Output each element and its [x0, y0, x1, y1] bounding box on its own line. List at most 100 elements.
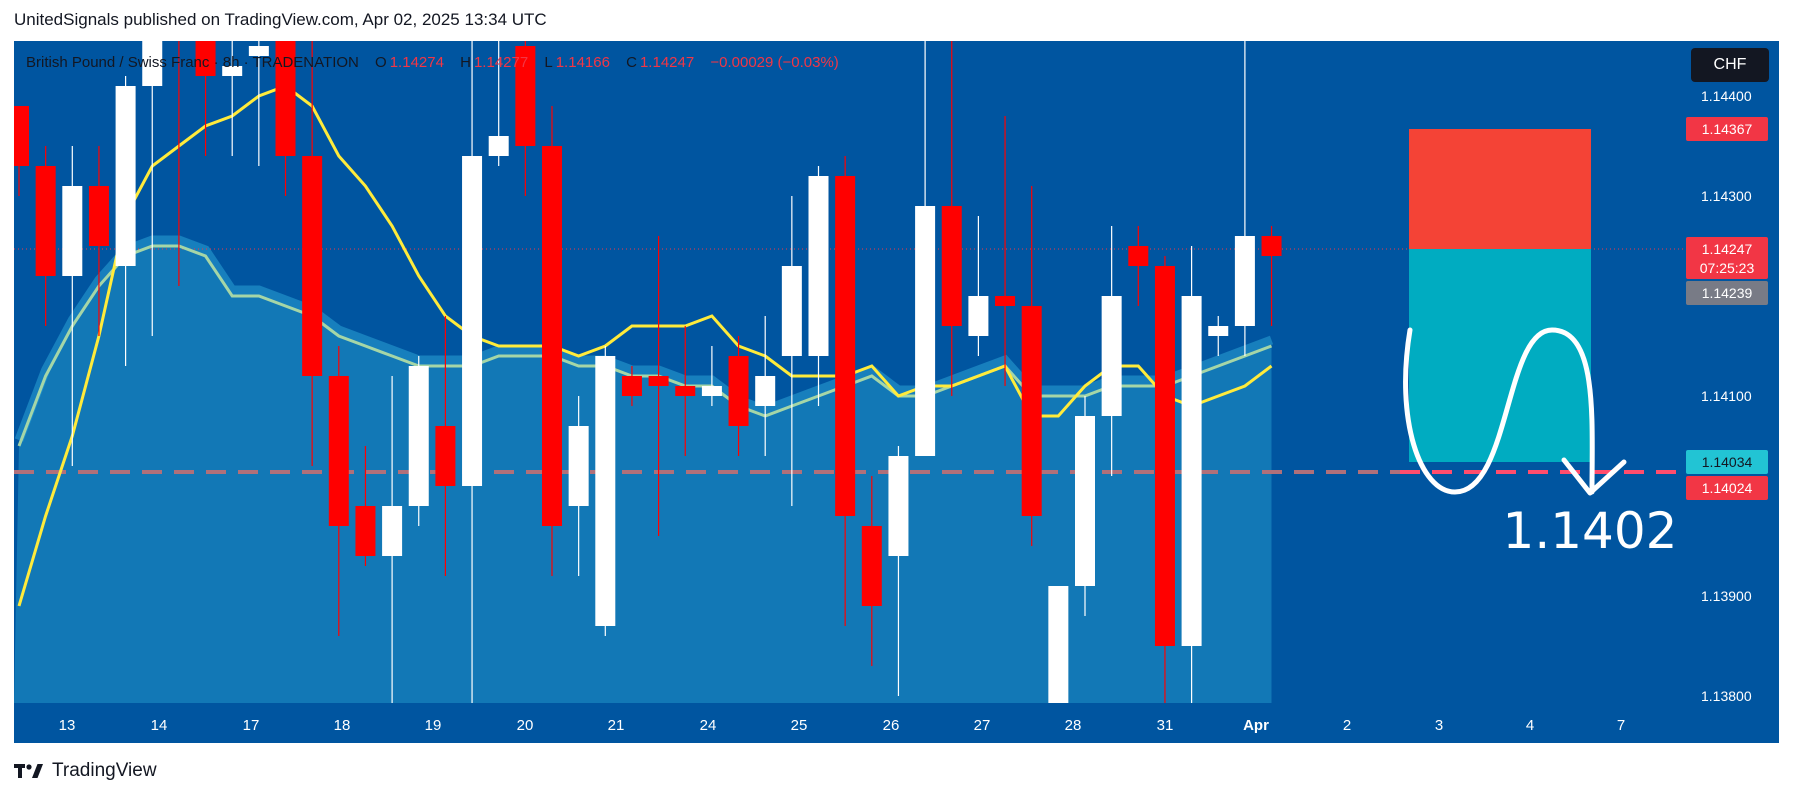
candle[interactable] — [88, 146, 109, 336]
candle[interactable] — [302, 0, 323, 466]
low-value: 1.14166 — [555, 54, 610, 71]
change-value: −0.00029 (−0.03%) — [710, 54, 839, 71]
time-axis-background — [14, 703, 1779, 743]
candle[interactable] — [488, 0, 509, 166]
level-price-label[interactable]: 1.14024 — [1686, 476, 1768, 500]
candle[interactable] — [382, 376, 403, 706]
candle[interactable] — [169, 0, 189, 286]
svg-text:1.14024: 1.14024 — [1702, 480, 1753, 496]
target-annotation: 1.1402 — [1503, 502, 1678, 560]
candle-body — [568, 426, 589, 506]
candle[interactable] — [1234, 16, 1255, 356]
time-tick-label: 27 — [974, 717, 991, 734]
candle[interactable] — [9, 106, 29, 196]
candle[interactable] — [915, 0, 936, 456]
footer-logo[interactable]: TradingView — [14, 760, 157, 782]
candle[interactable] — [888, 446, 909, 696]
candle[interactable] — [995, 116, 1016, 386]
svg-text:1.14034: 1.14034 — [1702, 454, 1753, 470]
candle[interactable] — [115, 76, 136, 366]
candles[interactable] — [9, 0, 1282, 716]
candle[interactable] — [35, 146, 56, 326]
candle[interactable] — [941, 36, 962, 396]
candle[interactable] — [1181, 246, 1202, 716]
candle-body — [621, 376, 642, 396]
ma-value-label[interactable]: 1.14239 — [1686, 281, 1768, 305]
candle[interactable] — [328, 346, 349, 636]
candle[interactable] — [275, 0, 296, 196]
open-value: 1.14274 — [389, 54, 444, 71]
candle[interactable] — [142, 0, 163, 336]
svg-text:1.14239: 1.14239 — [1702, 285, 1753, 301]
candle[interactable] — [648, 236, 669, 536]
candle[interactable] — [755, 316, 776, 456]
time-tick-label: Apr — [1243, 717, 1269, 734]
candle[interactable] — [595, 346, 616, 636]
candle[interactable] — [861, 476, 882, 666]
currency-badge[interactable]: CHF — [1691, 48, 1769, 82]
candle-body — [1208, 326, 1229, 336]
candle[interactable] — [222, 0, 243, 156]
candle[interactable] — [1021, 186, 1042, 546]
candle-body — [755, 376, 776, 406]
low-label: L — [544, 54, 553, 71]
candle[interactable] — [248, 0, 269, 166]
candle[interactable] — [1075, 396, 1095, 616]
time-tick-label: 20 — [517, 717, 534, 734]
close-value: 1.14247 — [639, 54, 695, 71]
time-axis[interactable]: 13 14 17 18 19 20 21 24 25 26 27 28 31 Apr 2 3 4 7 — [14, 703, 1779, 743]
candle[interactable] — [675, 326, 696, 456]
projection-arrow-head — [1561, 457, 1627, 496]
candle[interactable] — [462, 26, 483, 706]
candle[interactable] — [568, 396, 589, 576]
symbol-legend[interactable]: British Pound / Swiss Franc · 8h · TRADE… — [26, 54, 839, 71]
candle[interactable] — [835, 156, 856, 626]
candle[interactable] — [435, 316, 456, 576]
trade-setup[interactable] — [1403, 129, 1627, 496]
candle-body — [248, 46, 269, 56]
candle-body — [302, 156, 323, 376]
indicator-area — [14, 235, 1274, 703]
price-axis-background — [1690, 41, 1779, 703]
candle-body — [515, 46, 536, 146]
candle[interactable] — [621, 366, 642, 406]
close-label: C — [626, 54, 637, 71]
stop-loss-zone[interactable] — [1409, 129, 1591, 249]
tradingview-logo-icon — [14, 764, 43, 778]
candle[interactable] — [808, 166, 829, 406]
fast-ma-line[interactable] — [17, 84, 1273, 607]
time-tick-label: 7 — [1617, 717, 1625, 734]
candle[interactable] — [1101, 226, 1122, 476]
candle[interactable] — [1208, 316, 1229, 356]
candle[interactable] — [1261, 226, 1282, 326]
candle-body — [542, 146, 562, 526]
candle[interactable] — [968, 216, 989, 356]
target-price-label[interactable]: 1.14034 — [1686, 450, 1768, 474]
candle-body — [435, 426, 456, 486]
candle[interactable] — [515, 16, 536, 196]
stop-price-label[interactable]: 1.14367 — [1686, 117, 1768, 141]
candle-body — [1075, 416, 1095, 586]
candle[interactable] — [1048, 586, 1069, 716]
candle[interactable] — [1128, 226, 1149, 306]
candle[interactable] — [728, 336, 749, 456]
candle[interactable] — [1154, 256, 1175, 716]
candle-body — [222, 66, 243, 76]
price-axis[interactable]: 1.14500 1.14400 1.14300 1.14100 1.13900 1.138… — [1686, 0, 1779, 704]
candle[interactable] — [62, 146, 83, 466]
candle[interactable] — [408, 356, 429, 526]
candle[interactable] — [781, 196, 802, 506]
time-tick-label: 26 — [883, 717, 900, 734]
candle[interactable] — [195, 0, 216, 156]
last-price-label[interactable]: 1.14247 07:25:23 — [1686, 237, 1768, 279]
candle[interactable] — [355, 446, 376, 566]
candle-body — [968, 296, 989, 336]
candle-body — [35, 166, 56, 276]
time-tick-label: 25 — [791, 717, 808, 734]
candle-body — [408, 366, 429, 506]
candle[interactable] — [701, 346, 722, 406]
candle-body — [115, 86, 136, 266]
candle[interactable] — [542, 106, 562, 576]
slow-ma-line[interactable] — [17, 244, 1273, 447]
